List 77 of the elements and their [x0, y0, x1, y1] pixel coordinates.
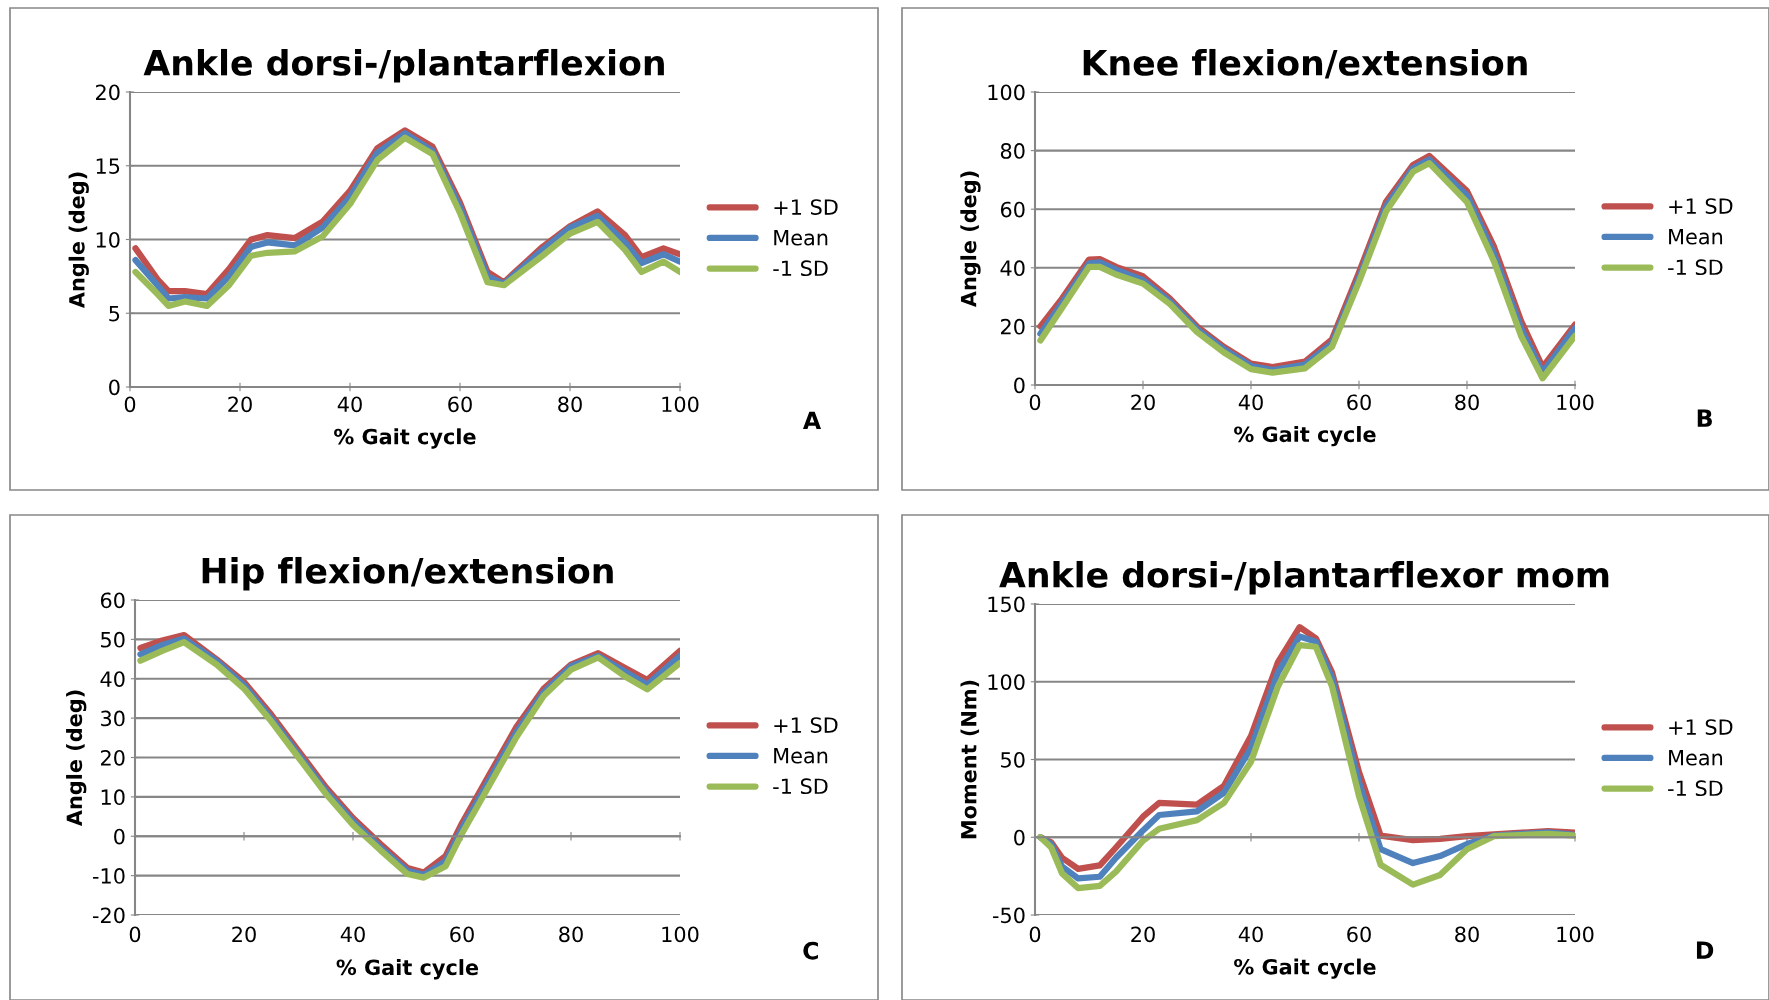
text: C — [803, 941, 818, 960]
legend-label: -1 SD — [773, 260, 828, 277]
y-tick-label: 0 — [1014, 829, 1025, 846]
legend-label: +1 SD — [1669, 198, 1733, 214]
x-tick-label: 60 — [448, 396, 472, 413]
chart-title: Knee flexion/extension — [1083, 48, 1527, 79]
x-tick-label: 0 — [1029, 394, 1041, 411]
y-tick-label: 40 — [1000, 260, 1025, 277]
legend-label: -1 SD — [773, 778, 828, 795]
y-axis-title: Angle (deg) — [68, 172, 89, 309]
y-tick-label: 50 — [1001, 751, 1025, 768]
chart-title: Hip flexion/extension — [202, 556, 613, 591]
x-tick-label: 100 — [1557, 394, 1594, 411]
y-tick-label: 150 — [988, 596, 1025, 613]
y-tick-label: 0 — [1014, 377, 1025, 394]
y-tick-label: 0 — [109, 379, 120, 396]
legend-label: Mean — [774, 748, 828, 764]
x-axis-title: % Gait cycle — [336, 959, 479, 980]
y-tick-label: 50 — [101, 631, 125, 648]
y-tick-label: 10 — [101, 789, 125, 806]
x-axis-title: % Gait cycle — [1234, 426, 1376, 447]
y-tick-label: 100 — [988, 674, 1025, 690]
y-tick-label: 40 — [100, 671, 125, 687]
y-tick-label: 20 — [1000, 318, 1025, 335]
x-tick-label: 20 — [232, 926, 256, 943]
text: D — [1696, 941, 1714, 959]
x-tick-label: 80 — [558, 396, 582, 413]
x-tick-label: 100 — [662, 396, 699, 413]
y-tick-label: 80 — [1000, 143, 1025, 159]
legend-label: -1 SD — [1668, 780, 1723, 797]
x-tick-label: 0 — [129, 926, 141, 943]
y-tick-label: 100 — [988, 84, 1025, 101]
x-tick-label: 60 — [1347, 394, 1371, 411]
y-tick-label: 60 — [1000, 201, 1025, 218]
x-tick-label: 0 — [1029, 926, 1041, 943]
chart-title: Ankle dorsi-/plantarflexor mom — [999, 560, 1609, 595]
x-axis-title: % Gait cycle — [1234, 958, 1376, 979]
x-tick-label: 60 — [1347, 926, 1371, 943]
y-tick-label: 60 — [100, 592, 125, 609]
x-tick-label: 40 — [1238, 926, 1263, 943]
x-tick-label: 100 — [662, 926, 699, 943]
legend-label: Mean — [774, 230, 828, 246]
legend-label: Mean — [1669, 750, 1723, 766]
legend-label: Mean — [1669, 229, 1723, 245]
x-tick-label: 40 — [1238, 394, 1263, 411]
y-tick-label: -10 — [92, 868, 125, 884]
x-tick-label: 80 — [1455, 926, 1479, 943]
x-tick-label: 100 — [1557, 926, 1594, 943]
legend-label: +1 SD — [774, 199, 838, 215]
y-tick-label: 20 — [100, 749, 125, 766]
legend-label: +1 SD — [1669, 719, 1733, 735]
x-tick-label: 60 — [450, 926, 474, 943]
x-tick-label: 20 — [1131, 926, 1155, 943]
y-tick-label: -20 — [92, 907, 125, 924]
x-tick-label: 0 — [124, 396, 136, 413]
y-axis-title: Angle (deg) — [960, 171, 981, 308]
x-tick-label: 40 — [337, 396, 362, 413]
legend-label: +1 SD — [774, 717, 838, 733]
y-tick-label: 30 — [101, 710, 125, 727]
chart-title: Ankle dorsi-/plantarflexion — [143, 48, 664, 83]
text: A — [802, 411, 822, 429]
x-tick-label: 40 — [340, 926, 365, 943]
y-axis-title: Moment (Nm) — [960, 680, 980, 839]
x-tick-label: 20 — [1131, 394, 1155, 411]
y-axis-title: Angle (deg) — [66, 690, 87, 827]
x-tick-label: 20 — [228, 396, 252, 413]
legend-label: -1 SD — [1668, 259, 1723, 276]
y-tick-label: -50 — [992, 907, 1025, 924]
x-tick-label: 80 — [559, 926, 583, 943]
y-tick-label: 20 — [95, 84, 120, 101]
x-tick-label: 80 — [1455, 394, 1479, 411]
text: B — [1697, 409, 1712, 427]
x-axis-title: % Gait cycle — [334, 428, 476, 449]
y-tick-label: 15 — [96, 158, 120, 174]
y-tick-label: 10 — [96, 231, 120, 248]
y-tick-label: 5 — [109, 305, 120, 322]
y-tick-label: 0 — [114, 828, 125, 845]
